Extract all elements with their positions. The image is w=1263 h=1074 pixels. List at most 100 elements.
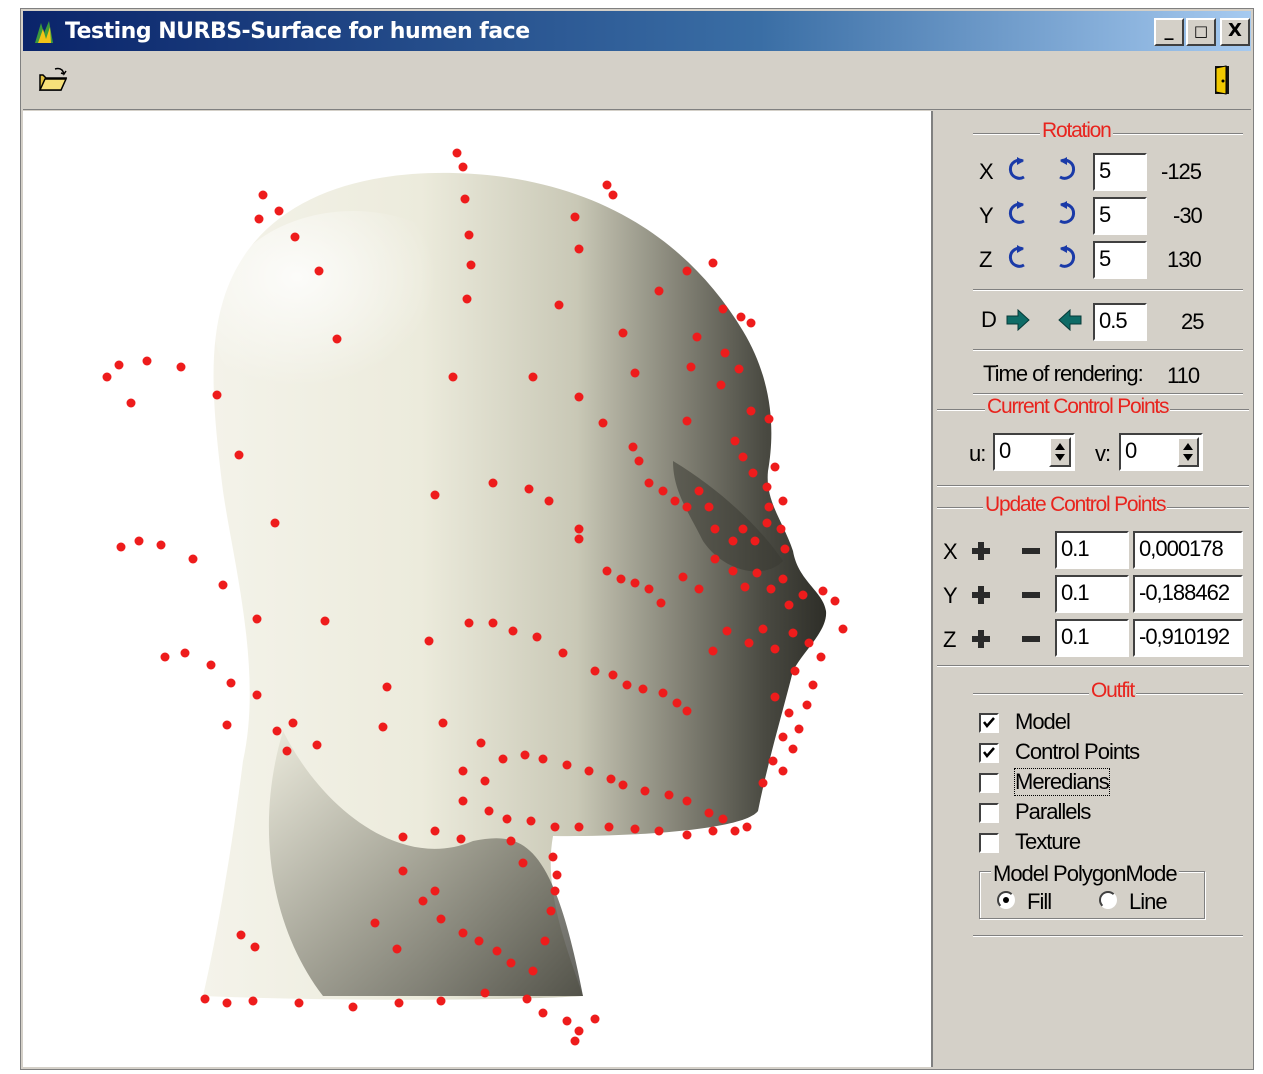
plus-icon[interactable] [971, 585, 991, 605]
control-point-marker [708, 826, 718, 836]
control-point-marker [778, 766, 788, 776]
control-point-marker [126, 398, 136, 408]
model-checkbox[interactable] [979, 713, 999, 733]
update-z-step[interactable]: 0.1 [1055, 619, 1129, 657]
meredians-label: Meredians [1014, 768, 1110, 796]
control-point-marker [808, 680, 818, 690]
control-point-marker [332, 334, 342, 344]
control-point-marker [436, 914, 446, 924]
rotate-cw-icon[interactable] [1055, 243, 1079, 273]
rotation-y-step[interactable]: 5 [1093, 197, 1147, 235]
control-point-marker [784, 708, 794, 718]
control-point-marker [584, 766, 594, 776]
render-viewport[interactable] [23, 111, 933, 1067]
plus-icon[interactable] [971, 629, 991, 649]
control-point-marker [252, 614, 262, 624]
update-y-step[interactable]: 0.1 [1055, 575, 1129, 613]
v-value: 0 [1125, 438, 1137, 463]
control-point-marker [480, 776, 490, 786]
control-point-marker [464, 618, 474, 628]
minus-icon[interactable] [1021, 629, 1041, 649]
distance-step[interactable]: 0.5 [1093, 303, 1147, 341]
update-control-points-title: Update Control Points [983, 493, 1168, 517]
distance-value: 25 [1181, 309, 1205, 334]
control-point-marker [320, 616, 330, 626]
open-folder-icon[interactable] [37, 65, 69, 95]
control-point-marker [552, 870, 562, 880]
title-bar[interactable]: Testing NURBS-Surface for humen face _ □… [23, 11, 1251, 51]
control-point-marker [134, 536, 144, 546]
divider [937, 665, 1249, 667]
divider [937, 485, 1249, 487]
control-point-marker [524, 484, 534, 494]
control-point-marker [720, 348, 730, 358]
rotation-title: Rotation [1040, 119, 1113, 143]
control-point-marker [548, 852, 558, 862]
control-point-marker [606, 774, 616, 784]
control-point-marker [788, 628, 798, 638]
parallels-checkbox[interactable] [979, 803, 999, 823]
minus-icon[interactable] [1021, 585, 1041, 605]
control-points-checkbox[interactable] [979, 743, 999, 763]
rotate-cw-icon[interactable] [1055, 155, 1079, 185]
control-point-marker [274, 206, 284, 216]
rotate-ccw-icon[interactable] [1005, 199, 1029, 229]
arrow-right-icon[interactable] [1005, 309, 1031, 331]
control-points [102, 148, 848, 1046]
control-point-marker [752, 568, 762, 578]
close-button[interactable]: X [1220, 18, 1250, 46]
control-point-marker [218, 580, 228, 590]
rotation-z-step[interactable]: 5 [1093, 241, 1147, 279]
control-point-marker [764, 502, 774, 512]
exit-door-icon[interactable] [1207, 65, 1239, 95]
control-point-marker [818, 586, 828, 596]
update-y-value[interactable]: -0,188462 [1133, 575, 1243, 613]
control-point-marker [762, 482, 772, 492]
control-point-marker [682, 706, 692, 716]
maximize-button[interactable]: □ [1186, 18, 1216, 46]
u-spinner[interactable]: 0 [993, 433, 1075, 471]
fill-radio[interactable] [997, 891, 1015, 909]
control-point-marker [254, 214, 264, 224]
rotation-x-step[interactable]: 5 [1093, 153, 1147, 191]
plus-icon[interactable] [971, 541, 991, 561]
rotate-ccw-icon[interactable] [1005, 243, 1029, 273]
control-point-marker [234, 450, 244, 460]
control-point-marker [616, 574, 626, 584]
control-point-marker [226, 678, 236, 688]
toolbar [23, 53, 1251, 110]
u-spin-buttons[interactable] [1049, 437, 1071, 467]
update-z-value[interactable]: -0,910192 [1133, 619, 1243, 657]
v-spinner[interactable]: 0 [1119, 433, 1203, 471]
control-point-marker [370, 918, 380, 928]
control-point-marker [430, 490, 440, 500]
control-point-marker [200, 994, 210, 1004]
minimize-button[interactable]: _ [1154, 18, 1184, 46]
line-radio[interactable] [1099, 891, 1117, 909]
control-point-marker [718, 304, 728, 314]
control-point-marker [456, 834, 466, 844]
control-point-marker [574, 534, 584, 544]
arrow-left-icon[interactable] [1057, 309, 1083, 331]
rotation-x-value: -125 [1161, 159, 1202, 184]
meredians-checkbox[interactable] [979, 773, 999, 793]
minus-icon[interactable] [1021, 541, 1041, 561]
control-point-marker [502, 814, 512, 824]
divider [973, 289, 1243, 291]
control-point-marker [436, 996, 446, 1006]
rotate-cw-icon[interactable] [1055, 199, 1079, 229]
checkmark-icon [983, 717, 995, 728]
update-x-step[interactable]: 0.1 [1055, 531, 1129, 569]
control-point-marker [102, 372, 112, 382]
texture-checkbox[interactable] [979, 833, 999, 853]
control-point-marker [294, 998, 304, 1008]
control-point-marker [734, 364, 744, 374]
update-x-value[interactable]: 0,000178 [1133, 531, 1243, 569]
rotate-ccw-icon[interactable] [1005, 155, 1029, 185]
control-point-marker [462, 294, 472, 304]
control-point-marker [176, 362, 186, 372]
control-point-marker [804, 638, 814, 648]
control-point-marker [248, 996, 258, 1006]
control-point-marker [590, 666, 600, 676]
v-spin-buttons[interactable] [1177, 437, 1199, 467]
